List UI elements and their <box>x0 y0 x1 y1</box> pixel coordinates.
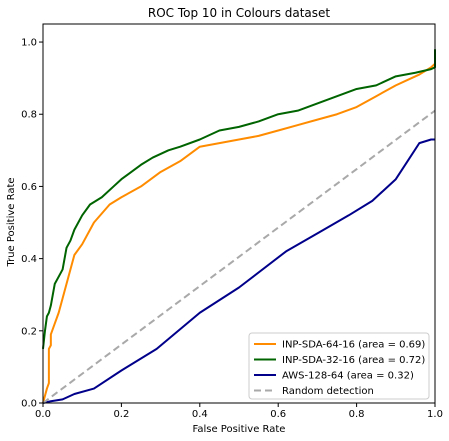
x-tick-label: 0.4 <box>192 409 208 420</box>
y-tick-label: 0.0 <box>21 399 37 410</box>
x-axis-ticks: 0.0 0.2 0.4 0.6 0.8 1.0 <box>35 403 443 420</box>
y-tick-label: 0.8 <box>21 110 37 121</box>
series-line-random-detection <box>42 109 436 404</box>
y-tick-label: 0.6 <box>21 182 37 193</box>
series-line-inp-sda-64-16-area-0-69 <box>42 62 436 404</box>
y-tick-label: 0.4 <box>21 254 37 265</box>
x-axis-label: False Positive Rate <box>193 424 286 435</box>
y-tick-label: 0.2 <box>21 326 37 337</box>
x-tick-label: 1.0 <box>427 409 443 420</box>
plot-frame <box>42 23 436 404</box>
y-axis-ticks: 0.0 0.2 0.4 0.6 0.8 1.0 <box>21 38 43 410</box>
chart-title: ROC Top 10 in Colours dataset <box>148 6 331 20</box>
y-tick-label: 1.0 <box>21 38 37 49</box>
x-tick-label: 0.8 <box>349 409 365 420</box>
legend-entry-inp-sda-32-16-area-0-72: INP-SDA-32-16 (area = 0.72) <box>282 355 425 366</box>
legend: INP-SDA-64-16 (area = 0.69) INP-SDA-32-16… <box>248 332 430 400</box>
plot-lines <box>42 49 436 404</box>
x-tick-label: 0.0 <box>35 409 51 420</box>
legend-entry-random-detection: Random detection <box>282 386 374 397</box>
series-line-aws-128-64-area-0-32 <box>42 138 435 404</box>
y-axis-label: True Positive Rate <box>6 177 17 267</box>
x-tick-label: 0.2 <box>113 409 129 420</box>
legend-entry-inp-sda-64-16-area-0-69: INP-SDA-64-16 (area = 0.69) <box>282 340 425 351</box>
series-line-inp-sda-32-16-area-0-72 <box>42 49 436 349</box>
x-tick-label: 0.6 <box>270 409 286 420</box>
legend-entry-aws-128-64-area-0-32: AWS-128-64 (area = 0.32) <box>282 371 414 382</box>
legend-box <box>248 332 430 400</box>
